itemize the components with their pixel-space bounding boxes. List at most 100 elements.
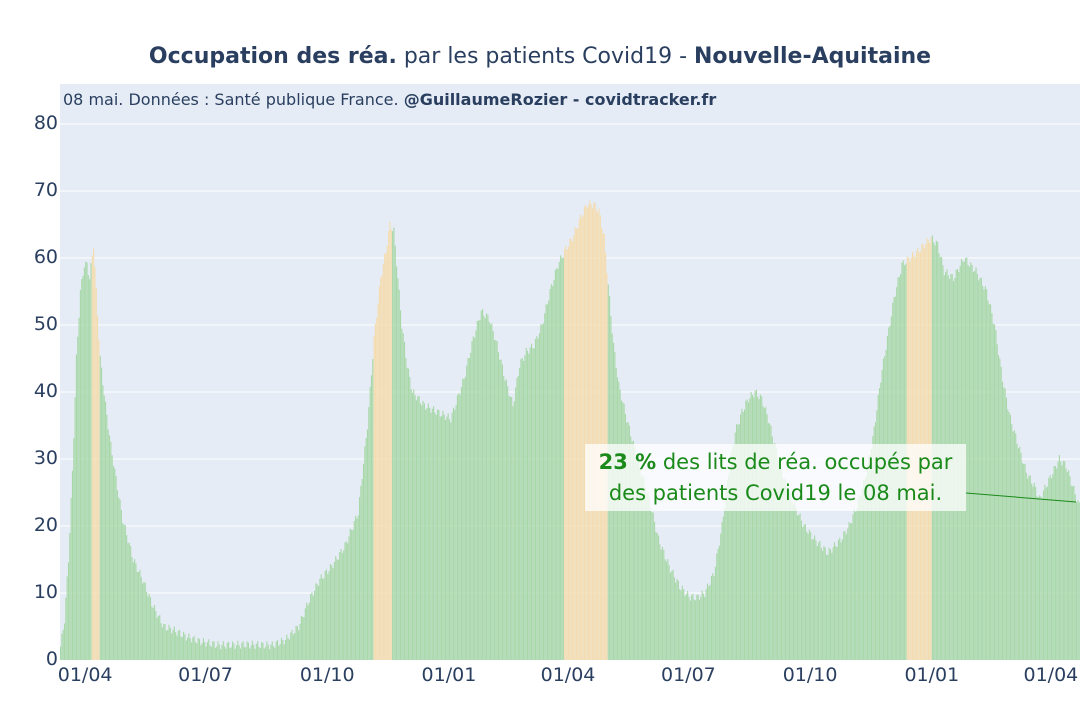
bar — [438, 410, 440, 660]
bar-highlight — [582, 215, 584, 660]
bar — [541, 324, 543, 660]
bar — [505, 379, 507, 660]
bar — [792, 505, 795, 660]
bar — [697, 594, 699, 660]
bar-highlight — [377, 303, 379, 660]
bar — [190, 642, 193, 660]
bar — [149, 597, 152, 660]
x-tick-label: 01/10 — [299, 664, 355, 686]
bar — [83, 267, 85, 660]
bar — [691, 595, 693, 660]
bar — [245, 647, 247, 660]
bar — [777, 458, 779, 660]
bar — [728, 475, 730, 660]
bar — [537, 338, 539, 660]
bar — [500, 359, 502, 660]
bar — [638, 459, 640, 660]
bar — [126, 535, 128, 660]
bar — [200, 645, 202, 660]
bar — [971, 264, 973, 660]
bar — [804, 524, 806, 660]
bar — [811, 539, 813, 660]
bar — [171, 633, 173, 660]
bar — [197, 637, 199, 660]
bar — [802, 527, 804, 660]
title-region: Nouvelle-Aquitaine — [694, 44, 932, 69]
bar — [1077, 500, 1079, 660]
bar — [677, 580, 679, 660]
bar — [560, 255, 562, 661]
bar — [766, 414, 768, 660]
bar — [437, 409, 439, 660]
bar — [635, 457, 637, 660]
bar — [754, 390, 756, 660]
bar — [643, 477, 645, 660]
bar — [738, 423, 740, 660]
bar-highlight — [390, 229, 392, 660]
bar — [290, 632, 292, 660]
bar — [556, 268, 558, 660]
bar-highlight — [98, 339, 100, 660]
bar — [372, 359, 374, 660]
bar-highlight — [93, 248, 95, 660]
bar-highlight — [570, 238, 572, 660]
bar — [82, 275, 84, 660]
bar — [425, 409, 427, 660]
y-tick-label: 10 — [33, 581, 58, 603]
bar — [218, 644, 220, 660]
bar — [755, 389, 757, 660]
bar — [419, 403, 421, 660]
bar — [790, 492, 792, 660]
bar — [1069, 476, 1071, 660]
y-tick-label: 60 — [33, 246, 58, 268]
bar — [983, 289, 985, 660]
bar — [1058, 455, 1060, 660]
bar — [561, 257, 563, 660]
bar — [458, 393, 460, 660]
bar — [669, 572, 671, 660]
bar — [782, 478, 784, 660]
bar — [726, 480, 728, 660]
bar — [810, 532, 812, 660]
bar — [646, 493, 648, 660]
bar — [1037, 497, 1039, 660]
bar — [79, 290, 81, 660]
bar — [71, 470, 74, 660]
bar — [704, 597, 706, 660]
bar — [982, 285, 984, 660]
bar — [442, 411, 444, 660]
bar — [532, 348, 534, 660]
bar — [695, 600, 697, 660]
annotation-percent: 23 % — [598, 450, 657, 474]
bar — [492, 331, 494, 660]
bar — [820, 547, 822, 660]
bar — [323, 578, 325, 660]
bar — [799, 513, 801, 660]
bar — [769, 423, 771, 660]
bar — [193, 635, 195, 660]
bar — [368, 407, 370, 660]
bar — [515, 387, 517, 660]
bar — [639, 468, 641, 660]
bar — [259, 648, 261, 660]
bar — [546, 304, 548, 660]
bar — [803, 524, 805, 660]
bar — [464, 376, 466, 660]
bar — [1068, 470, 1070, 660]
bar — [849, 523, 851, 660]
bar — [706, 583, 709, 660]
bar — [339, 552, 341, 660]
bar — [1053, 465, 1055, 660]
bar — [705, 589, 707, 660]
bar — [685, 594, 687, 660]
bar — [298, 630, 300, 660]
bar — [1050, 478, 1053, 660]
bar — [139, 569, 141, 660]
bar — [102, 385, 104, 660]
bar — [413, 389, 415, 660]
bar — [672, 569, 674, 660]
bar-highlight — [386, 245, 388, 660]
bar — [859, 495, 861, 660]
bar — [73, 438, 75, 660]
bar — [1008, 412, 1010, 660]
